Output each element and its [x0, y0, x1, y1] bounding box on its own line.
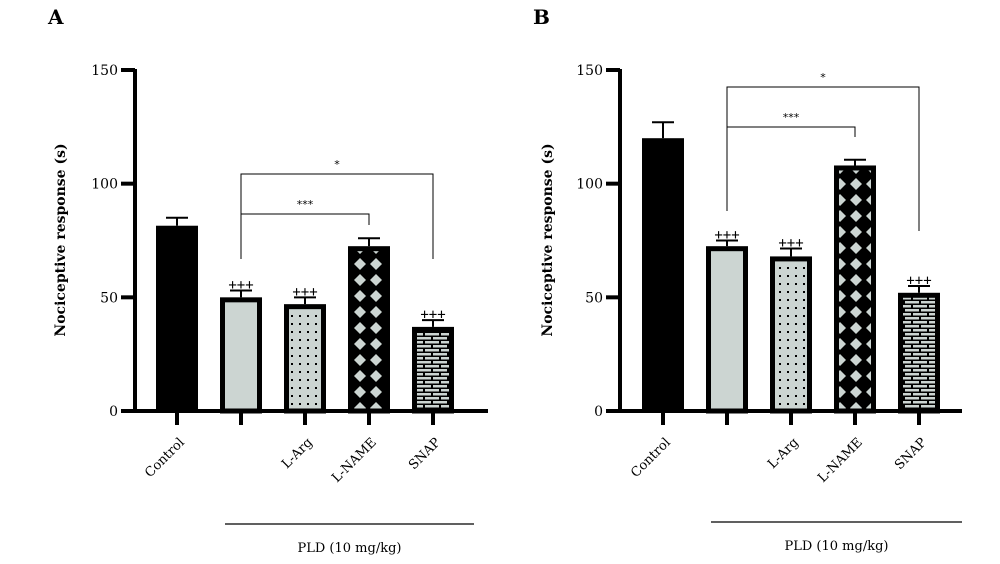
group-label-b: PLD (10 mg/kg) — [785, 539, 889, 554]
bracket-line — [726, 86, 920, 231]
category-labels-a: Control L-Arg L-NAME SNAP — [142, 435, 444, 486]
bracket-label: *** — [297, 198, 314, 211]
panel-b: B Nociceptive response (s) 0 50 100 150 +++… — [533, 5, 962, 554]
panel-a: A Nociceptive response (s) 0 50 100 150 +++… — [47, 5, 488, 556]
bracket-line — [240, 173, 434, 259]
comparison-bracket: * — [240, 158, 434, 259]
y-tick-label: 50 — [100, 290, 118, 306]
panel-letter-a: A — [47, 5, 64, 29]
bar — [156, 225, 198, 411]
significance-marker: +++ — [714, 228, 739, 244]
bars-b — [642, 121, 940, 414]
y-tick-label: 100 — [91, 177, 118, 193]
y-tick-label: 150 — [576, 63, 603, 79]
bracket-label: *** — [783, 111, 800, 124]
bar — [284, 304, 326, 414]
category-labels-b: Control L-Arg L-NAME SNAP — [628, 435, 930, 486]
bar — [348, 246, 390, 414]
bar — [412, 326, 454, 414]
comparison-bracket: * — [726, 71, 920, 231]
y-tick-label: 150 — [91, 63, 118, 79]
y-tick-label: 50 — [585, 290, 603, 306]
category-label: L-Arg — [279, 435, 316, 472]
bars-a — [156, 216, 454, 414]
significance-marker: +++ — [292, 284, 317, 300]
group-label-a: PLD (10 mg/kg) — [298, 541, 402, 556]
y-tick-label: 100 — [576, 177, 603, 193]
y-tick-label: 0 — [594, 404, 603, 420]
bar — [706, 246, 748, 414]
bracket-label: * — [820, 71, 826, 84]
bracket-label: * — [334, 158, 340, 171]
panel-letter-b: B — [533, 5, 550, 29]
bar — [834, 165, 876, 414]
annotations-b: +++ ++++++**** — [714, 71, 931, 289]
y-axis-label-b: Nociceptive response (s) — [540, 143, 556, 336]
category-label: L-NAME — [815, 435, 866, 486]
y-tick-label: 0 — [109, 404, 118, 420]
bar — [770, 256, 812, 414]
y-axis-label-a: Nociceptive response (s) — [53, 143, 69, 336]
bar — [898, 292, 940, 414]
category-label: SNAP — [892, 435, 930, 473]
significance-marker: +++ — [420, 307, 445, 323]
annotations-a: +++ ++++++**** — [228, 158, 445, 323]
category-label: Control — [628, 435, 674, 481]
category-label: L-NAME — [329, 435, 380, 486]
category-label: Control — [142, 435, 188, 481]
bar — [220, 297, 262, 414]
significance-marker: +++ — [778, 235, 803, 251]
significance-marker: +++ — [228, 278, 253, 294]
significance-marker: +++ — [906, 273, 931, 289]
category-label: L-Arg — [765, 435, 802, 472]
bar — [642, 138, 684, 411]
category-label: SNAP — [406, 435, 444, 473]
